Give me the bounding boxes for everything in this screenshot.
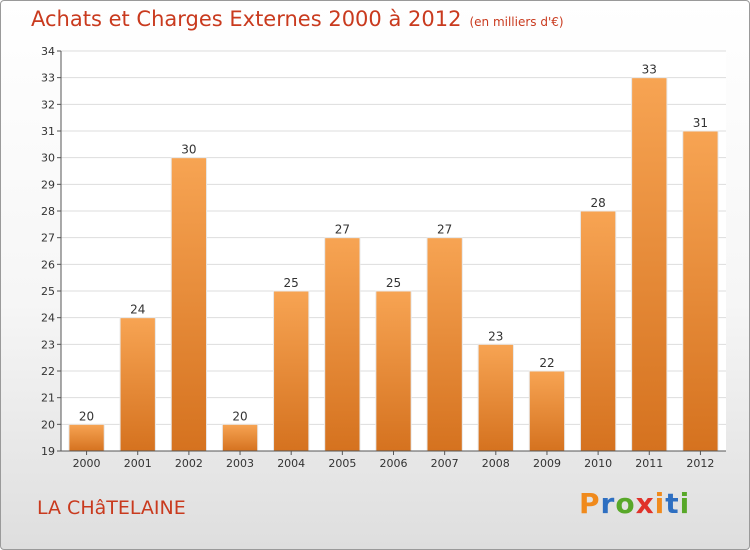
bar-2000 (68, 423, 105, 452)
bar-2011 (631, 77, 668, 452)
x-tick-label-2008: 2008 (482, 457, 510, 470)
logo-letter: P (579, 487, 601, 520)
data-label-2002: 30 (181, 143, 196, 157)
bar-2007 (426, 237, 463, 452)
x-tick-label-2003: 2003 (226, 457, 254, 470)
proxiti-logo: Proxiti (579, 487, 690, 520)
x-tick-label-2005: 2005 (328, 457, 356, 470)
data-label-2005: 27 (335, 223, 350, 237)
chart-title-text: Achats et Charges Externes 2000 à 2012 (31, 7, 462, 31)
bar-2012 (682, 130, 719, 452)
y-tick-label: 27 (41, 232, 55, 245)
logo-letter: t (665, 487, 680, 520)
x-tick-label-2011: 2011 (635, 457, 663, 470)
y-tick-label: 30 (41, 152, 55, 165)
x-tick-label-2007: 2007 (431, 457, 459, 470)
bar-2004 (273, 290, 310, 452)
data-label-2008: 23 (488, 329, 503, 343)
y-tick-label: 25 (41, 285, 55, 298)
bar-2010 (579, 210, 617, 452)
chart-unit: (en milliers d'€) (469, 15, 564, 29)
x-tick-label-2004: 2004 (277, 457, 305, 470)
x-tick-label-2010: 2010 (584, 457, 612, 470)
logo-letter: r (600, 487, 616, 520)
data-label-2003: 20 (232, 409, 247, 423)
y-tick-label: 28 (41, 205, 55, 218)
y-tick-label: 26 (41, 258, 55, 271)
bar-2008 (477, 343, 514, 452)
y-tick-labels: 19 20 21 22 23 24 25 26 27 28 29 30 31 32 33 34 (41, 45, 55, 458)
bar-2005 (324, 237, 361, 452)
y-tick-label: 34 (41, 45, 55, 58)
logo-letter: o (615, 487, 636, 520)
bar-2006 (375, 290, 412, 452)
x-tick-label-2001: 2001 (124, 457, 152, 470)
logo-letter: i (679, 487, 691, 520)
chart-title: Achats et Charges Externes 2000 à 2012 (e… (31, 7, 564, 31)
y-tick-label: 19 (41, 445, 55, 458)
x-tick-label-2009: 2009 (533, 457, 561, 470)
data-label-2004: 25 (284, 276, 299, 290)
x-tick-labels: 2000 2001 2002 2003 2004 2005 2006 2007 2008 2009… (73, 451, 714, 470)
bars: 20 24 30 20 25 27 25 27 23 22 28 33 31 (68, 63, 719, 452)
y-tick-label: 20 (41, 418, 55, 431)
logo-letter: i (654, 487, 666, 520)
bar-2009 (528, 370, 566, 452)
y-tick-label: 29 (41, 178, 55, 191)
bar-2002 (170, 157, 208, 452)
y-tick-label: 22 (41, 365, 55, 378)
data-label-2009: 22 (539, 356, 554, 370)
bar-2003 (221, 423, 259, 452)
y-tick-label: 31 (41, 125, 55, 138)
y-tick-label: 32 (41, 98, 55, 111)
logo-letter: x (635, 487, 655, 520)
x-tick-label-2012: 2012 (686, 457, 714, 470)
y-tick-label: 24 (41, 312, 55, 325)
data-label-2010: 28 (590, 196, 605, 210)
data-label-2006: 25 (386, 276, 401, 290)
x-tick-label-2006: 2006 (380, 457, 408, 470)
x-tick-label-2002: 2002 (175, 457, 203, 470)
commune-name: LA CHâTELAINE (37, 497, 186, 519)
data-label-2001: 24 (130, 303, 145, 317)
x-tick-label-2000: 2000 (73, 457, 101, 470)
y-tick-label: 21 (41, 392, 55, 405)
y-tick-label: 33 (41, 72, 55, 85)
data-label-2007: 27 (437, 223, 452, 237)
data-label-2000: 20 (79, 409, 94, 423)
data-label-2011: 33 (642, 63, 657, 77)
bar-2001 (119, 317, 156, 452)
y-tick-label: 23 (41, 338, 55, 351)
data-label-2012: 31 (693, 116, 708, 130)
